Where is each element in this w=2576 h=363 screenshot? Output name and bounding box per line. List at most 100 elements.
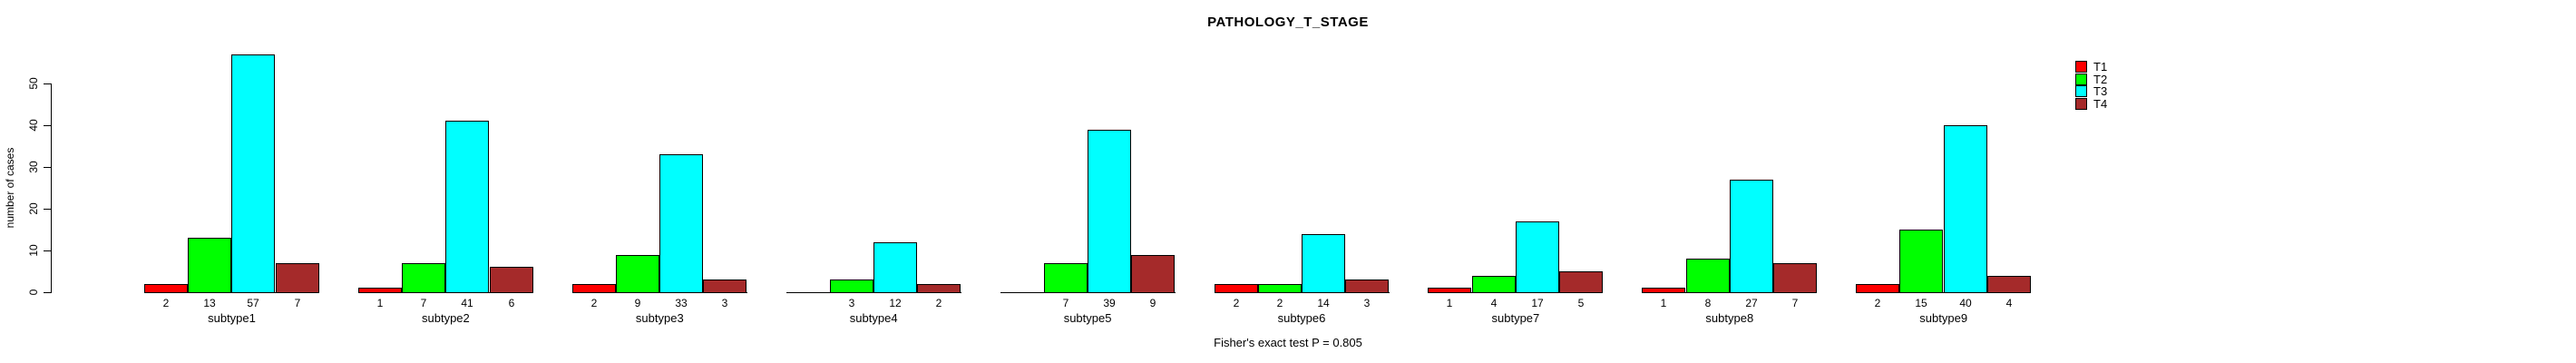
bar-value-label: 2 (162, 297, 170, 309)
legend-label-t2: T2 (2093, 73, 2108, 86)
category-label-subtype9: subtype9 (1919, 311, 1968, 325)
bar-t4-subtype9 (1987, 276, 2031, 293)
bar-t4-subtype5 (1131, 255, 1175, 293)
legend-item-t2: T2 (2075, 74, 2130, 86)
bar-value-label: 3 (848, 297, 855, 309)
legend-label-t1: T1 (2093, 60, 2108, 74)
bar-value-label: 4 (2005, 297, 2013, 309)
bar-t3-subtype7 (1516, 221, 1559, 293)
bar-value-label: 33 (675, 297, 688, 309)
bar-value-label: 39 (1103, 297, 1116, 309)
bar-value-label: 2 (590, 297, 598, 309)
y-tick-mark (44, 250, 51, 251)
y-axis-title: number of cases (4, 147, 16, 229)
y-tick-label: 10 (27, 244, 40, 257)
bar-value-label: 27 (1745, 297, 1758, 309)
legend-swatch-t1 (2075, 61, 2087, 73)
category-label-subtype6: subtype6 (1277, 311, 1326, 325)
bar-value-label: 2 (935, 297, 942, 309)
bar-value-label: 2 (1874, 297, 1881, 309)
bar-value-label: 3 (721, 297, 728, 309)
bar-t3-subtype1 (231, 54, 275, 293)
bar-t2-subtype3 (616, 255, 659, 293)
bar-t2-subtype2 (402, 263, 445, 293)
bar-t2-subtype1 (188, 238, 231, 293)
bar-t2-subtype4 (830, 280, 873, 293)
bar-t2-subtype6 (1258, 284, 1302, 293)
group-baseline (1856, 292, 2032, 293)
bar-t1-subtype2 (358, 288, 402, 293)
legend-label-t4: T4 (2093, 97, 2108, 111)
y-tick-label: 50 (27, 77, 40, 90)
bar-t4-subtype3 (703, 280, 746, 293)
y-tick-mark (44, 292, 51, 293)
bar-value-label: 3 (1363, 297, 1371, 309)
bar-value-label: 40 (1959, 297, 1972, 309)
bar-t3-subtype6 (1302, 234, 1345, 293)
bar-t1-subtype3 (572, 284, 616, 293)
bar-value-label: 14 (1317, 297, 1330, 309)
bar-t2-subtype5 (1044, 263, 1088, 293)
chart-title: PATHOLOGY_T_STAGE (1207, 15, 1369, 30)
bar-value-label: 9 (634, 297, 641, 309)
legend-item-t3: T3 (2075, 85, 2130, 98)
legend-swatch-t4 (2075, 98, 2087, 110)
bar-t3-subtype9 (1944, 125, 1987, 293)
bar-t4-subtype1 (276, 263, 319, 293)
bar-value-label: 4 (1490, 297, 1498, 309)
bar-t4-subtype2 (490, 267, 533, 293)
bar-value-label: 7 (1062, 297, 1069, 309)
legend-swatch-t3 (2075, 85, 2087, 97)
bar-value-label: 57 (247, 297, 259, 309)
y-tick-mark (44, 167, 51, 168)
category-label-subtype4: subtype4 (849, 311, 898, 325)
bar-value-label: 8 (1704, 297, 1712, 309)
bar-t3-subtype2 (445, 121, 489, 293)
fisher-test-annotation: Fisher's exact test P = 0.805 (1214, 336, 1362, 349)
bar-t4-subtype7 (1559, 271, 1603, 293)
bar-value-label: 7 (294, 297, 301, 309)
bar-t1-subtype9 (1856, 284, 1899, 293)
bar-t2-subtype7 (1472, 276, 1516, 293)
category-label-subtype7: subtype7 (1491, 311, 1540, 325)
bar-value-label: 2 (1233, 297, 1240, 309)
legend-item-t1: T1 (2075, 61, 2130, 74)
y-axis-line (51, 83, 52, 293)
legend-label-t3: T3 (2093, 84, 2108, 98)
bar-value-label: 1 (1660, 297, 1667, 309)
y-tick-mark (44, 209, 51, 210)
legend-item-t4: T4 (2075, 98, 2130, 111)
bar-t4-subtype4 (917, 284, 961, 293)
category-label-subtype3: subtype3 (635, 311, 684, 325)
bar-t2-subtype9 (1899, 230, 1943, 293)
bar-value-label: 6 (508, 297, 515, 309)
bar-t1-subtype6 (1215, 284, 1258, 293)
y-tick-label: 30 (27, 161, 40, 173)
bar-t1-subtype1 (144, 284, 188, 293)
y-tick-label: 0 (27, 289, 40, 296)
bar-value-label: 1 (376, 297, 384, 309)
bar-value-label: 1 (1446, 297, 1453, 309)
bar-t2-subtype8 (1686, 259, 1730, 293)
legend-swatch-t2 (2075, 74, 2087, 85)
bar-value-label: 12 (889, 297, 902, 309)
y-tick-mark (44, 83, 51, 84)
category-label-subtype8: subtype8 (1705, 311, 1754, 325)
bar-value-label: 7 (420, 297, 427, 309)
bar-t3-subtype5 (1088, 130, 1131, 293)
bar-t3-subtype3 (659, 154, 703, 293)
y-tick-label: 40 (27, 119, 40, 132)
bar-value-label: 9 (1149, 297, 1156, 309)
bar-t3-subtype8 (1730, 180, 1773, 293)
bar-t1-subtype8 (1642, 288, 1685, 293)
bar-value-label: 5 (1577, 297, 1585, 309)
bar-value-label: 2 (1276, 297, 1283, 309)
bar-value-label: 41 (461, 297, 473, 309)
y-tick-mark (44, 125, 51, 126)
bar-value-label: 15 (1915, 297, 1927, 309)
category-label-subtype5: subtype5 (1063, 311, 1112, 325)
y-tick-label: 20 (27, 202, 40, 215)
bar-t3-subtype4 (873, 242, 917, 293)
bar-t1-subtype7 (1428, 288, 1471, 293)
